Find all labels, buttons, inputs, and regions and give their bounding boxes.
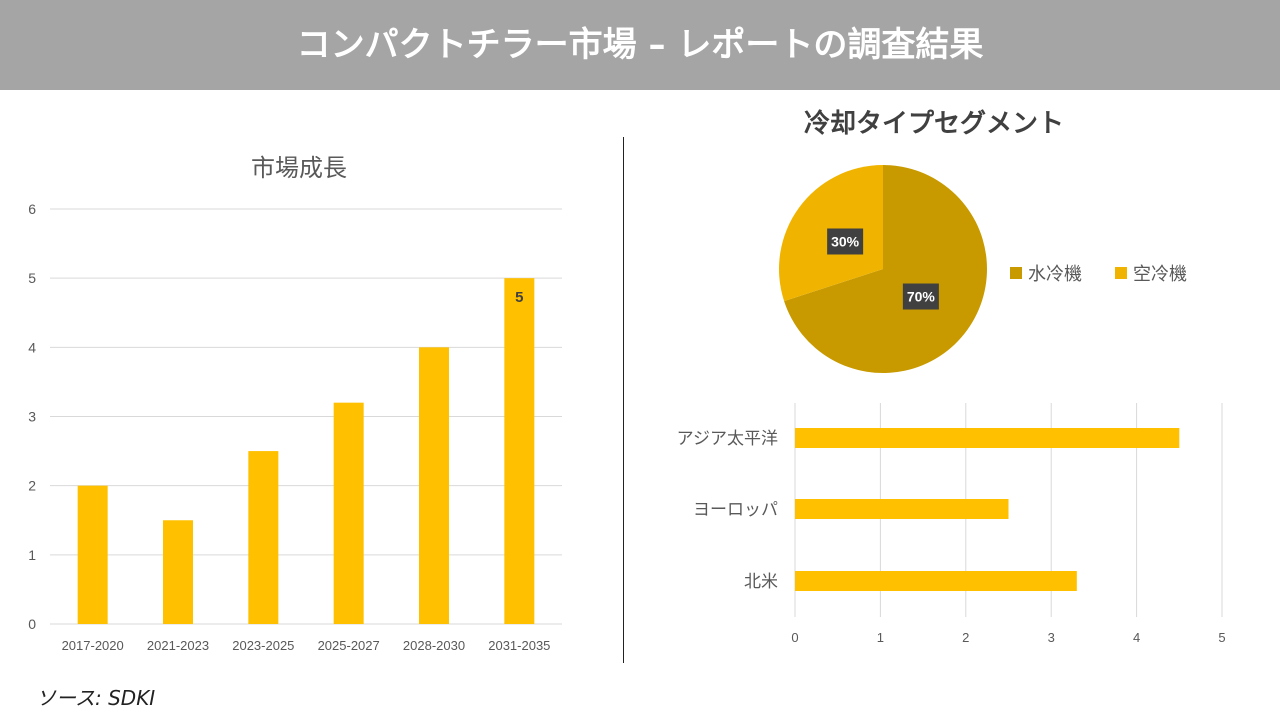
- legend-swatch: [1010, 267, 1022, 279]
- x-tick-label: 4: [1133, 630, 1140, 645]
- bar: [795, 499, 1009, 519]
- y-category-label: ヨーロッパ: [693, 500, 778, 519]
- y-tick-label: 6: [28, 201, 36, 217]
- x-tick-label: 2017-2020: [62, 638, 124, 653]
- x-tick-label: 0: [791, 630, 798, 645]
- y-tick-label: 2: [28, 478, 36, 494]
- pie-slice: [784, 165, 988, 373]
- data-label: 30%: [831, 233, 860, 249]
- bar: [419, 347, 449, 624]
- x-tick-label: 2031-2035: [488, 638, 550, 653]
- y-tick-label: 3: [28, 409, 36, 425]
- x-tick-label: 2: [962, 630, 969, 645]
- page-title: コンパクトチラー市場 – レポートの調査結果: [0, 0, 1280, 90]
- x-tick-label: 2023-2025: [232, 638, 294, 653]
- y-tick-label: 4: [28, 339, 36, 355]
- bar: [795, 571, 1077, 591]
- bar: [333, 402, 364, 624]
- x-tick-label: 2025-2027: [318, 638, 380, 653]
- divider: [623, 137, 624, 663]
- y-category-label: 北米: [744, 572, 778, 591]
- x-tick-label: 5: [1218, 630, 1225, 645]
- source-note: ソース: SDKI: [36, 686, 156, 710]
- y-tick-label: 0: [28, 616, 36, 632]
- data-label: 70%: [907, 289, 936, 305]
- bar-chart-title: 市場成長: [251, 155, 347, 182]
- legend-label: 空冷機: [1133, 264, 1187, 284]
- y-tick-label: 1: [28, 547, 36, 563]
- bar: [77, 485, 108, 624]
- x-tick-label: 1: [877, 630, 884, 645]
- data-label: 5: [515, 289, 523, 306]
- y-category-label: アジア太平洋: [677, 429, 778, 448]
- x-tick-label: 2028-2030: [403, 638, 465, 653]
- pie-chart-title: 冷却タイプセグメント: [804, 108, 1064, 138]
- data-label-box: [827, 228, 864, 255]
- bar: [163, 520, 193, 624]
- y-tick-label: 5: [28, 270, 36, 286]
- bar: [248, 451, 279, 624]
- x-tick-label: 2021-2023: [147, 638, 209, 653]
- bar: [504, 278, 535, 624]
- data-label-box: [902, 283, 939, 310]
- bar: [795, 428, 1180, 448]
- legend-label: 水冷機: [1028, 264, 1082, 284]
- x-tick-label: 3: [1048, 630, 1055, 645]
- legend-swatch: [1115, 267, 1127, 279]
